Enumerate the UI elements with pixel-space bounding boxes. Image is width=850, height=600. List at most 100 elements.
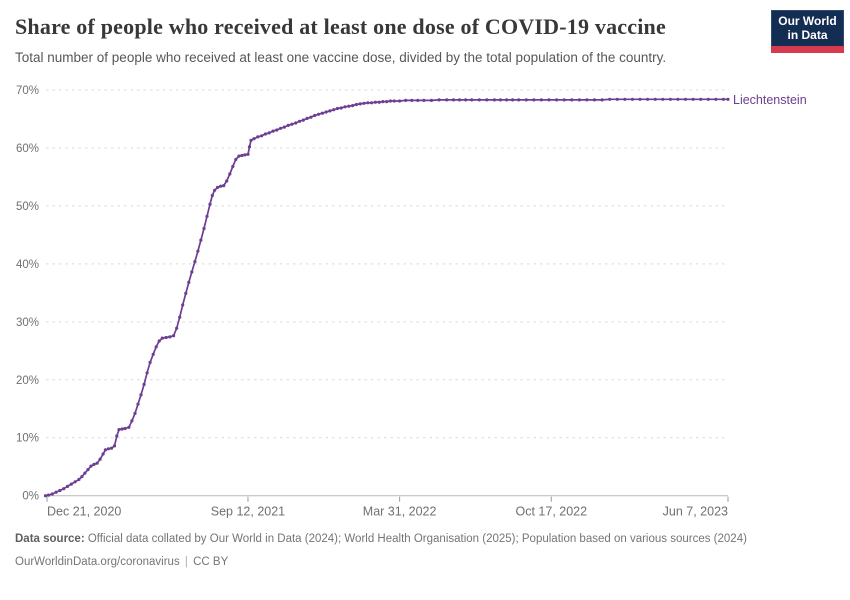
data-point[interactable] bbox=[222, 184, 226, 188]
data-point[interactable] bbox=[279, 126, 283, 130]
data-point[interactable] bbox=[65, 484, 70, 488]
data-point[interactable] bbox=[570, 98, 574, 102]
data-point[interactable] bbox=[69, 482, 73, 486]
data-point[interactable] bbox=[437, 98, 441, 102]
data-point[interactable] bbox=[187, 280, 191, 284]
data-point[interactable] bbox=[358, 102, 362, 106]
data-point[interactable] bbox=[178, 315, 182, 319]
data-point[interactable] bbox=[524, 98, 528, 102]
data-point[interactable] bbox=[328, 109, 332, 113]
data-point[interactable] bbox=[464, 98, 468, 102]
data-point[interactable] bbox=[120, 427, 124, 431]
data-point[interactable] bbox=[370, 101, 374, 105]
data-point[interactable] bbox=[172, 334, 176, 338]
data-point[interactable] bbox=[309, 115, 313, 119]
data-point[interactable] bbox=[615, 97, 619, 101]
data-point[interactable] bbox=[127, 425, 131, 429]
data-point[interactable] bbox=[157, 339, 161, 343]
data-point[interactable] bbox=[721, 97, 726, 101]
data-point[interactable] bbox=[362, 101, 366, 105]
data-point[interactable] bbox=[151, 352, 155, 356]
license-link[interactable]: CC BY bbox=[193, 555, 229, 568]
data-point[interactable] bbox=[577, 98, 582, 102]
data-point[interactable] bbox=[216, 185, 220, 189]
data-point[interactable] bbox=[324, 110, 328, 114]
data-point[interactable] bbox=[517, 98, 521, 102]
data-point[interactable] bbox=[190, 270, 194, 274]
data-point[interactable] bbox=[219, 184, 223, 188]
data-point[interactable] bbox=[199, 238, 203, 242]
data-point[interactable] bbox=[210, 193, 214, 198]
data-point[interactable] bbox=[43, 494, 48, 498]
data-point[interactable] bbox=[653, 97, 657, 101]
data-point[interactable] bbox=[196, 249, 200, 253]
data-point[interactable] bbox=[58, 488, 62, 493]
data-point[interactable] bbox=[240, 153, 244, 158]
data-point[interactable] bbox=[661, 97, 665, 101]
data-point[interactable] bbox=[290, 122, 294, 126]
data-point[interactable] bbox=[184, 291, 188, 295]
data-point[interactable] bbox=[208, 202, 212, 206]
data-point[interactable] bbox=[123, 426, 127, 431]
data-point[interactable] bbox=[585, 98, 589, 102]
data-point[interactable] bbox=[205, 214, 209, 218]
data-point[interactable] bbox=[54, 490, 58, 494]
data-point[interactable] bbox=[335, 106, 339, 111]
series-line[interactable] bbox=[45, 98, 729, 497]
data-point[interactable] bbox=[477, 98, 481, 102]
data-point[interactable] bbox=[243, 153, 247, 157]
data-point[interactable] bbox=[630, 97, 635, 101]
data-point[interactable] bbox=[498, 98, 503, 102]
data-point[interactable] bbox=[267, 131, 271, 135]
data-point[interactable] bbox=[62, 487, 66, 491]
data-point[interactable] bbox=[297, 119, 302, 123]
data-point[interactable] bbox=[691, 97, 695, 101]
data-point[interactable] bbox=[164, 335, 168, 340]
data-point[interactable] bbox=[181, 303, 185, 307]
data-point[interactable] bbox=[101, 452, 105, 456]
data-point[interactable] bbox=[282, 125, 286, 129]
data-point[interactable] bbox=[451, 98, 456, 102]
data-point[interactable] bbox=[457, 98, 462, 102]
data-point[interactable] bbox=[139, 393, 143, 397]
data-point[interactable] bbox=[404, 98, 408, 102]
data-point[interactable] bbox=[562, 98, 566, 102]
data-point[interactable] bbox=[95, 461, 99, 465]
data-point[interactable] bbox=[136, 402, 140, 406]
data-point[interactable] bbox=[260, 134, 264, 138]
data-point[interactable] bbox=[398, 99, 402, 103]
data-point[interactable] bbox=[600, 98, 604, 102]
data-point[interactable] bbox=[699, 97, 703, 101]
data-point[interactable] bbox=[237, 154, 241, 158]
data-point[interactable] bbox=[234, 157, 238, 162]
data-point[interactable] bbox=[354, 102, 358, 107]
data-point[interactable] bbox=[320, 111, 324, 115]
data-point[interactable] bbox=[133, 411, 137, 415]
data-point[interactable] bbox=[231, 164, 235, 169]
data-point[interactable] bbox=[388, 99, 393, 103]
data-point[interactable] bbox=[510, 98, 515, 102]
data-point[interactable] bbox=[130, 419, 134, 423]
data-point[interactable] bbox=[286, 123, 290, 127]
data-point[interactable] bbox=[77, 477, 81, 482]
data-point[interactable] bbox=[316, 112, 321, 116]
data-point[interactable] bbox=[193, 260, 197, 264]
data-point[interactable] bbox=[112, 444, 117, 448]
data-point[interactable] bbox=[339, 106, 343, 110]
data-point[interactable] bbox=[305, 116, 309, 120]
data-point[interactable] bbox=[726, 97, 730, 101]
owid-logo[interactable]: Our World in Data bbox=[771, 10, 844, 53]
data-point[interactable] bbox=[429, 98, 434, 102]
data-point[interactable] bbox=[103, 448, 107, 452]
data-point[interactable] bbox=[246, 152, 250, 156]
data-point[interactable] bbox=[98, 457, 102, 461]
data-point[interactable] bbox=[683, 97, 688, 101]
data-point[interactable] bbox=[294, 121, 298, 125]
data-point[interactable] bbox=[646, 97, 650, 101]
data-point[interactable] bbox=[485, 98, 489, 102]
data-point[interactable] bbox=[532, 98, 536, 102]
data-point[interactable] bbox=[366, 101, 370, 105]
data-point[interactable] bbox=[410, 98, 414, 102]
data-point[interactable] bbox=[505, 98, 509, 102]
